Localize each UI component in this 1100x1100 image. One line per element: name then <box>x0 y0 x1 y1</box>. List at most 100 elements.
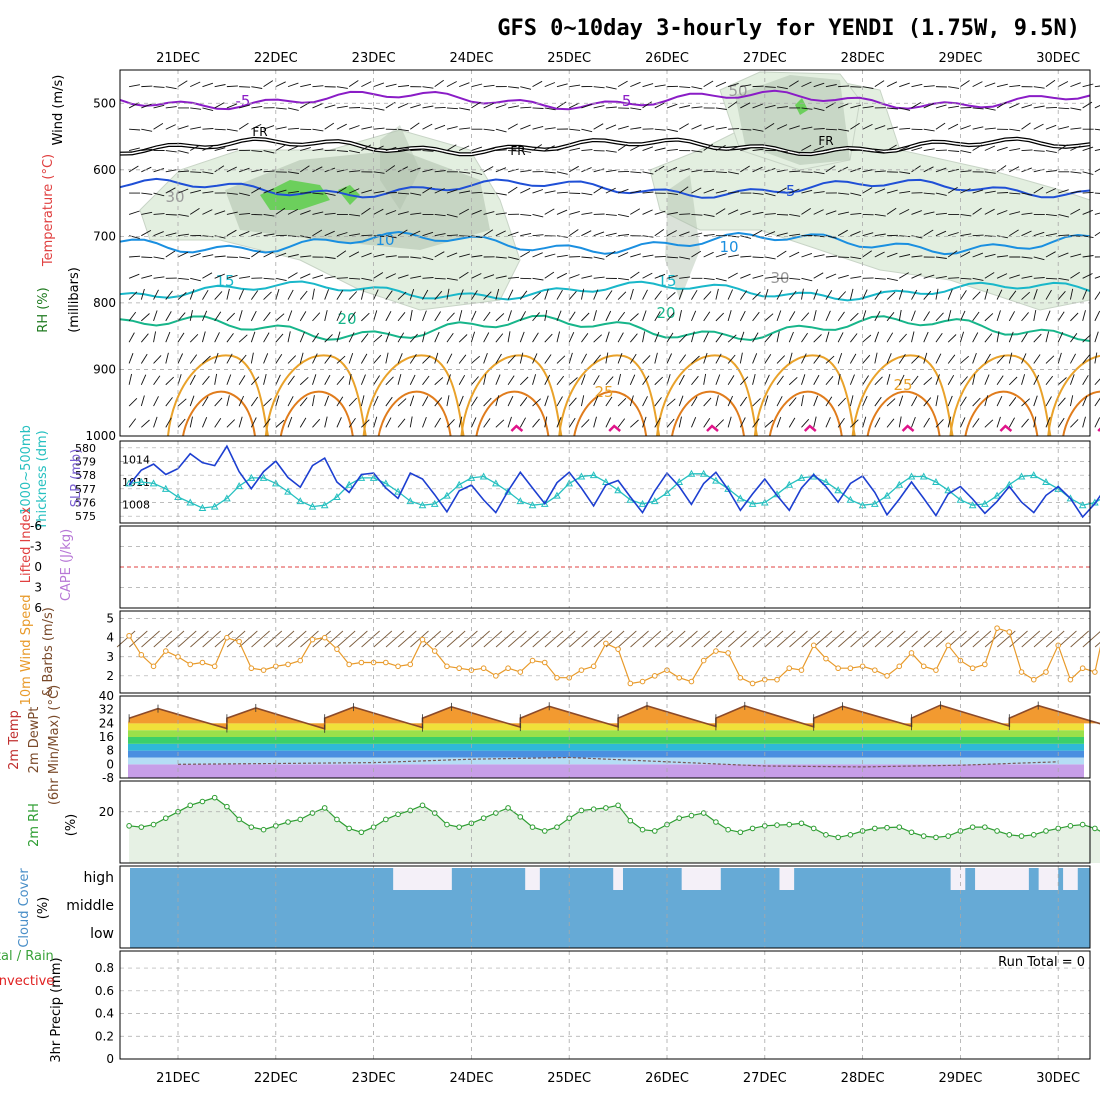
wind-barb <box>837 352 843 364</box>
wind-barb <box>336 331 341 343</box>
wind-barb <box>984 333 993 343</box>
wind-barb <box>507 289 514 300</box>
wind-barb <box>189 289 195 300</box>
wind-barb <box>911 210 922 215</box>
wind-barb <box>495 353 502 364</box>
run-total-label: Run Total = 0 <box>998 955 1085 970</box>
wind-barb <box>409 395 415 407</box>
rh2m-point <box>285 819 291 825</box>
wind-barb <box>446 418 455 428</box>
wind-barb <box>642 146 654 151</box>
wind-barb <box>483 332 490 343</box>
rh2m-point <box>725 826 731 833</box>
rh2m-point <box>639 826 646 833</box>
wind-barb <box>996 416 1001 428</box>
wind-barb <box>434 188 445 194</box>
wind-barb <box>1008 311 1015 322</box>
wind-barb <box>446 252 458 258</box>
wind-barb <box>617 311 626 322</box>
wind-barb <box>189 310 193 321</box>
wind-barb <box>336 417 342 428</box>
wind-barb <box>397 211 409 215</box>
rh2m-point <box>1043 828 1049 834</box>
wind-barb <box>483 311 491 322</box>
wind-barb <box>666 275 678 279</box>
wind-barb <box>532 630 552 648</box>
wind-barb <box>874 277 886 280</box>
wind-barb <box>1058 213 1070 218</box>
rh2m-point <box>933 834 939 841</box>
wind-barb <box>556 630 576 648</box>
wind-barb <box>813 272 824 279</box>
rh2m-point <box>138 824 145 830</box>
wind-barb <box>287 190 299 194</box>
wind-barb <box>177 213 189 217</box>
wind-barb <box>226 103 238 109</box>
wind-barb <box>740 84 752 88</box>
wind-barb <box>544 630 564 648</box>
rh2m-point <box>872 825 878 832</box>
wind-barb <box>618 277 630 281</box>
wind-barb <box>1033 105 1045 109</box>
cloud-gap <box>1063 868 1078 890</box>
wind-barb <box>446 288 450 300</box>
wind-barb <box>911 102 922 109</box>
wind-barb <box>703 352 708 364</box>
wind-barb <box>312 353 318 364</box>
wind-barb <box>959 310 966 322</box>
wind-barb <box>1021 104 1033 109</box>
thickness-point <box>577 472 586 480</box>
wind-barb <box>153 375 161 386</box>
wind-barb <box>299 397 308 407</box>
wind-barb <box>202 396 209 407</box>
wind-barb <box>1045 150 1057 154</box>
wind-barb <box>434 397 443 407</box>
wind-barb <box>605 376 614 386</box>
wind-barb <box>813 374 820 385</box>
wind-barb <box>1033 150 1045 152</box>
wind-barb <box>385 352 389 364</box>
wind-barb <box>752 230 763 237</box>
thickness-point <box>638 499 647 507</box>
wind-barb <box>226 211 238 215</box>
wind-barb <box>691 124 702 130</box>
wind-barb <box>397 148 409 151</box>
wind-barb <box>1069 288 1074 300</box>
wind-barb <box>568 291 577 300</box>
wind-barb <box>544 395 549 407</box>
wind-barb <box>739 310 746 322</box>
wind-barb <box>948 232 959 237</box>
wind-barb <box>984 272 995 279</box>
rh2m-point <box>554 824 560 830</box>
wind-barb <box>996 146 1008 151</box>
wind-barb <box>422 355 431 364</box>
wind-barb <box>1094 149 1100 151</box>
wind-speed-point <box>688 678 695 685</box>
rh2m-point <box>578 807 585 814</box>
wind-barb <box>1094 291 1100 300</box>
wind-barb <box>984 107 996 111</box>
wind-barb <box>324 395 330 407</box>
thickness-point <box>968 501 977 509</box>
wind-barb <box>520 232 532 237</box>
wind-barb <box>960 396 967 407</box>
wind-barb <box>520 187 531 194</box>
wind-barb <box>703 630 723 648</box>
wind-barb <box>226 395 230 407</box>
wind-barb <box>727 82 739 88</box>
rh2m-point <box>248 824 255 830</box>
wind-barb <box>776 630 796 648</box>
date-label-bottom: 29DEC <box>938 1071 982 1086</box>
wind-barb <box>239 276 251 279</box>
wind-barb <box>226 374 232 385</box>
wind-barb <box>153 276 165 279</box>
wind-barb <box>691 289 698 300</box>
y-tick-slp: 1014 <box>122 454 150 467</box>
wind-barb <box>324 334 333 343</box>
wind-barb <box>1057 311 1065 322</box>
wind-barb <box>214 273 225 279</box>
isotherm-35-spike <box>803 424 817 432</box>
wind-barb <box>593 630 613 648</box>
wind-barb <box>837 166 849 173</box>
isotherm-30-arc <box>279 390 354 437</box>
